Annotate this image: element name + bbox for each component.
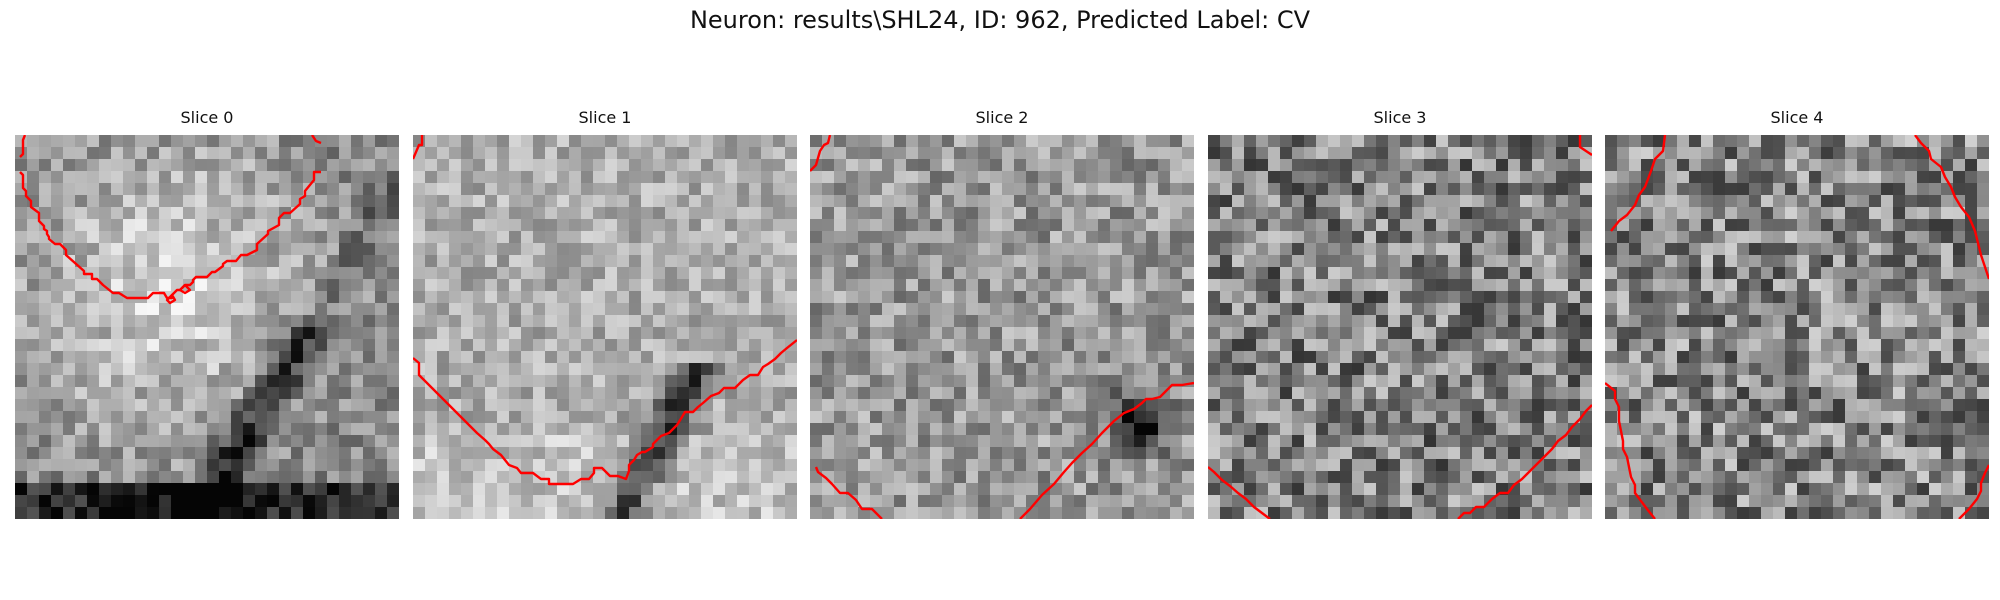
- contour-overlay: [1605, 135, 1989, 519]
- segmentation-contour: [413, 135, 424, 160]
- segmentation-contour: [1578, 135, 1592, 156]
- slice-image: [810, 135, 1194, 519]
- segmentation-contour: [165, 294, 177, 305]
- segmentation-contour: [19, 170, 321, 300]
- segmentation-contour: [814, 466, 883, 519]
- grayscale-patch: [1208, 135, 1592, 519]
- grayscale-patch: [15, 135, 399, 519]
- figure-title: Neuron: results\SHL24, ID: 962, Predicte…: [689, 6, 1311, 34]
- segmentation-contour: [810, 135, 832, 172]
- segmentation-contour: [1208, 466, 1271, 519]
- segmentation-contour: [1958, 464, 1989, 519]
- grayscale-patch: [810, 135, 1194, 519]
- segmentation-contour: [178, 284, 192, 295]
- slice-image: [15, 135, 399, 519]
- segmentation-contour: [1605, 382, 1656, 519]
- grayscale-patch: [413, 135, 797, 519]
- slice-title: Slice 4: [1770, 108, 1824, 127]
- segmentation-contour: [1610, 135, 1667, 232]
- slice-title: Slice 3: [1373, 108, 1427, 127]
- slice-image: [413, 135, 797, 519]
- segmentation-contour: [19, 135, 27, 158]
- slice-title: Slice 2: [975, 108, 1029, 127]
- segmentation-contour: [413, 339, 797, 486]
- grayscale-patch: [1605, 135, 1989, 519]
- slice-title: Slice 0: [180, 108, 234, 127]
- segmentation-contour: [1019, 381, 1194, 519]
- contour-overlay: [1208, 135, 1592, 519]
- segmentation-contour: [1914, 135, 1989, 280]
- contour-overlay: [810, 135, 1194, 519]
- slice-image: [1605, 135, 1989, 519]
- contour-overlay: [19, 135, 322, 305]
- slice-image: [1208, 135, 1592, 519]
- contour-overlay: [413, 135, 797, 486]
- slice-title: Slice 1: [578, 108, 632, 127]
- segmentation-contour: [1457, 404, 1592, 519]
- segmentation-contour: [311, 135, 322, 145]
